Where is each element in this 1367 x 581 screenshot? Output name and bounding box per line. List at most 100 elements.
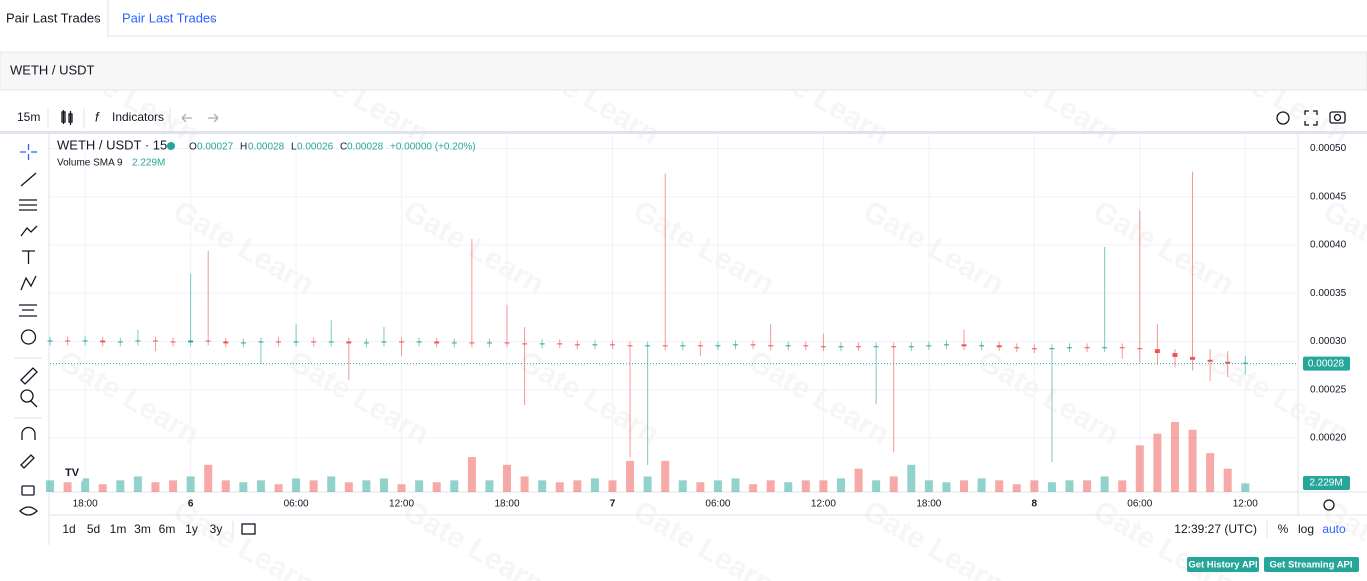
ohlc-label: H <box>240 142 247 153</box>
volume-bar <box>1012 484 1021 492</box>
candle-body <box>680 345 686 347</box>
volume-bar <box>309 480 318 492</box>
candle-body <box>522 343 528 345</box>
y-tick-label: 0.00040 <box>1310 240 1347 251</box>
candle-body <box>662 345 668 347</box>
fullscreen-icon[interactable] <box>1304 110 1318 126</box>
interval-button[interactable]: 15m <box>17 110 40 124</box>
candle-body <box>117 341 123 343</box>
x-tick-label: 6 <box>188 499 194 510</box>
candle-body <box>908 346 914 348</box>
api-button[interactable] <box>1187 557 1259 572</box>
candle-body <box>926 345 932 347</box>
volume-bar <box>450 480 459 492</box>
candle-body <box>996 345 1002 348</box>
volume-bar <box>678 480 687 492</box>
volume-bar <box>327 476 336 492</box>
volume-legend: Volume SMA 9 <box>57 158 123 169</box>
volume-bar <box>924 480 933 492</box>
volume-bar <box>116 480 125 492</box>
ohlc-value: 0.00028 <box>347 142 384 153</box>
redo-icon[interactable] <box>208 113 219 123</box>
tab-dot <box>210 18 214 22</box>
volume-bar <box>274 484 283 492</box>
tab-active[interactable]: Pair Last Trades <box>122 10 217 25</box>
volume-bar <box>204 464 213 492</box>
range-button[interactable]: 5d <box>87 522 100 536</box>
watermark: Gate Learn <box>283 344 435 451</box>
candle-body <box>1031 348 1037 350</box>
candle-body <box>486 342 492 344</box>
range-button[interactable]: 1m <box>110 522 127 536</box>
volume-bar <box>784 482 793 492</box>
x-tick-label: 18:00 <box>494 499 519 510</box>
scale-option[interactable]: log <box>1298 522 1314 536</box>
candle-body <box>733 344 739 346</box>
candle-body <box>1242 362 1248 364</box>
watermark: Gate Learn <box>743 344 895 451</box>
volume-axis-box <box>1303 476 1350 490</box>
volume-bar <box>221 480 230 492</box>
volume-bar <box>766 480 775 492</box>
ohlc-value: 0.00027 <box>197 142 234 153</box>
camera-icon[interactable] <box>1329 111 1346 124</box>
volume-bar <box>1170 422 1179 492</box>
candle-body <box>451 342 457 344</box>
candle-body <box>697 345 703 347</box>
api-button-label[interactable]: Get History API <box>1188 560 1257 571</box>
volume-bar <box>555 482 564 492</box>
candle-body <box>979 345 985 347</box>
chart-type-icon[interactable] <box>61 110 73 125</box>
candle-body <box>961 344 967 347</box>
volume-bar <box>889 476 898 492</box>
candle-body <box>293 341 299 343</box>
volume-bar <box>1118 480 1127 492</box>
grid: 0.00020 0.00025 0.00030 0.00035 0.00040 0.000… <box>50 133 1347 510</box>
candle-body <box>1049 348 1055 350</box>
candle-body <box>1119 347 1125 349</box>
volume-bar <box>836 478 845 492</box>
range-button[interactable]: 3y <box>210 522 223 536</box>
tab[interactable]: Pair Last Trades <box>6 10 101 25</box>
scale-option[interactable]: % <box>1278 522 1289 536</box>
range-button[interactable]: 1y <box>185 522 198 536</box>
volume-bar <box>81 478 90 492</box>
candle-body <box>258 341 264 343</box>
x-tick-label: 12:00 <box>1233 499 1258 510</box>
indicators-button[interactable]: Indicators <box>112 110 164 124</box>
volume-bar <box>1153 433 1162 492</box>
settings-icon[interactable] <box>1276 111 1290 125</box>
volume-bar <box>608 480 617 492</box>
axis-settings-icon[interactable] <box>1323 499 1335 511</box>
volume-bar <box>432 482 441 492</box>
candle-body <box>1102 347 1108 349</box>
candle-body <box>363 342 369 344</box>
volume-bar <box>643 476 652 492</box>
volume-bar <box>626 460 635 492</box>
volume-bar <box>538 480 547 492</box>
range-button[interactable]: 3m <box>134 522 151 536</box>
candle-body <box>1154 349 1160 354</box>
range-button[interactable]: 1d <box>62 522 75 536</box>
candle-body <box>416 341 422 343</box>
drawing-tools[interactable] <box>19 144 38 516</box>
fx-icon: f <box>95 109 100 124</box>
volume-bar <box>960 480 969 492</box>
volume-bar <box>520 476 529 492</box>
watermark: Gate Learn <box>398 494 550 581</box>
watermark: Gate Learn <box>628 194 780 301</box>
volume-bar <box>485 480 494 492</box>
scale-option[interactable]: auto <box>1322 522 1346 536</box>
api-button[interactable] <box>1264 557 1359 572</box>
camera-lens <box>1333 113 1342 122</box>
candle-body <box>381 341 387 343</box>
undo-icon[interactable] <box>181 113 192 123</box>
tab-bar <box>0 0 1367 38</box>
volume-bar <box>1241 483 1250 492</box>
range-button[interactable]: 6m <box>159 522 176 536</box>
volume-bar <box>256 480 265 492</box>
x-tick-label: 06:00 <box>705 499 730 510</box>
date-range-icon[interactable] <box>241 523 256 535</box>
volume-bar <box>344 482 353 492</box>
api-button-label[interactable]: Get Streaming API <box>1269 560 1352 571</box>
